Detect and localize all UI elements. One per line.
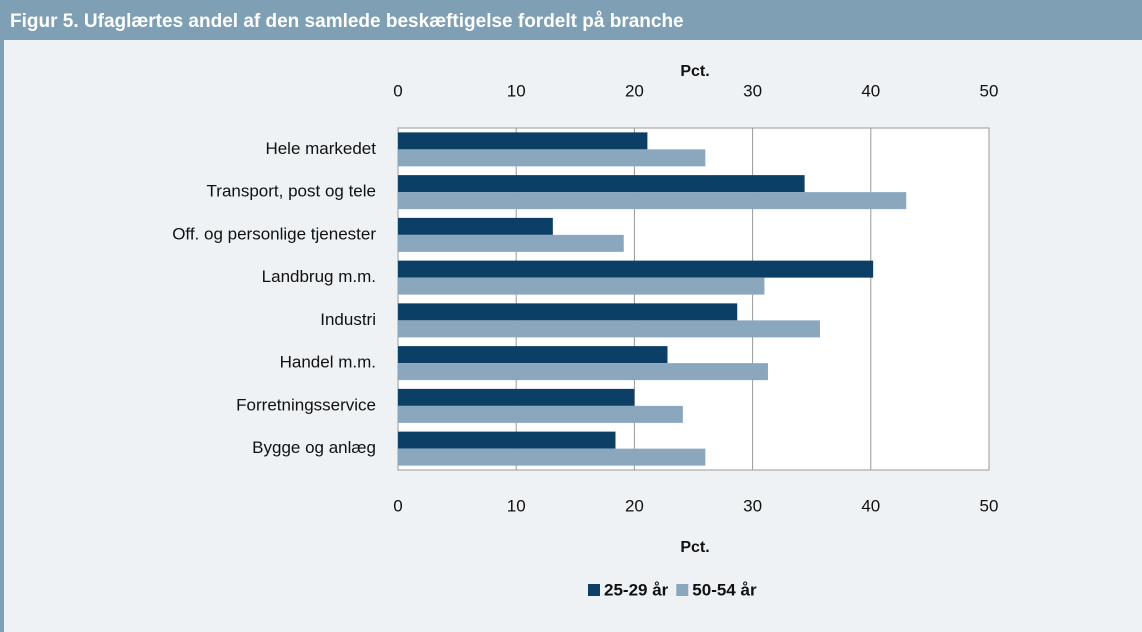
bar: [398, 175, 805, 193]
header-bar: [0, 0, 1142, 40]
x-tick-label-top: 30: [743, 81, 762, 100]
bar: [398, 234, 624, 252]
bar: [398, 363, 768, 381]
x-tick-label-top: 0: [393, 81, 402, 100]
x-tick-label-top: 50: [980, 81, 999, 100]
bar: [398, 260, 874, 278]
bar: [398, 346, 668, 364]
legend-label: 50-54 år: [692, 580, 757, 599]
x-tick-label-bottom: 30: [743, 496, 762, 515]
bar: [398, 448, 706, 466]
y-tick-label: Bygge og anlæg: [252, 438, 376, 457]
left-border: [0, 40, 4, 632]
y-tick-label: Hele markedet: [265, 139, 376, 158]
x-tick-label-bottom: 20: [625, 496, 644, 515]
bar: [398, 431, 616, 449]
top-axis-label: Pct.: [680, 63, 709, 80]
bar: [398, 388, 635, 406]
chart-title: Figur 5. Ufaglærtes andel af den samlede…: [10, 11, 684, 32]
bar: [398, 217, 553, 235]
y-tick-label: Transport, post og tele: [207, 182, 376, 201]
x-tick-label-bottom: 0: [393, 496, 402, 515]
bar: [398, 277, 765, 295]
y-tick-label: Forretningsservice: [236, 395, 376, 414]
x-tick-label-bottom: 10: [507, 496, 526, 515]
bar: [398, 320, 820, 338]
x-tick-label-top: 40: [861, 81, 880, 100]
y-tick-label: Off. og personlige tjenester: [172, 224, 376, 243]
bar: [398, 149, 706, 167]
x-tick-label-bottom: 50: [980, 496, 999, 515]
bottom-axis-label: Pct.: [680, 539, 709, 556]
x-tick-label-top: 10: [507, 81, 526, 100]
bar: [398, 192, 907, 210]
y-tick-label: Landbrug m.m.: [262, 267, 376, 286]
legend-label: 25-29 år: [604, 580, 669, 599]
y-tick-label: Industri: [320, 310, 376, 329]
bar: [398, 405, 683, 423]
y-tick-label: Handel m.m.: [280, 353, 376, 372]
bar: [398, 132, 648, 150]
bar: [398, 303, 738, 321]
x-tick-label-top: 20: [625, 81, 644, 100]
legend-swatch: [588, 584, 600, 596]
legend-swatch: [676, 584, 689, 596]
x-tick-label-bottom: 40: [861, 496, 880, 515]
